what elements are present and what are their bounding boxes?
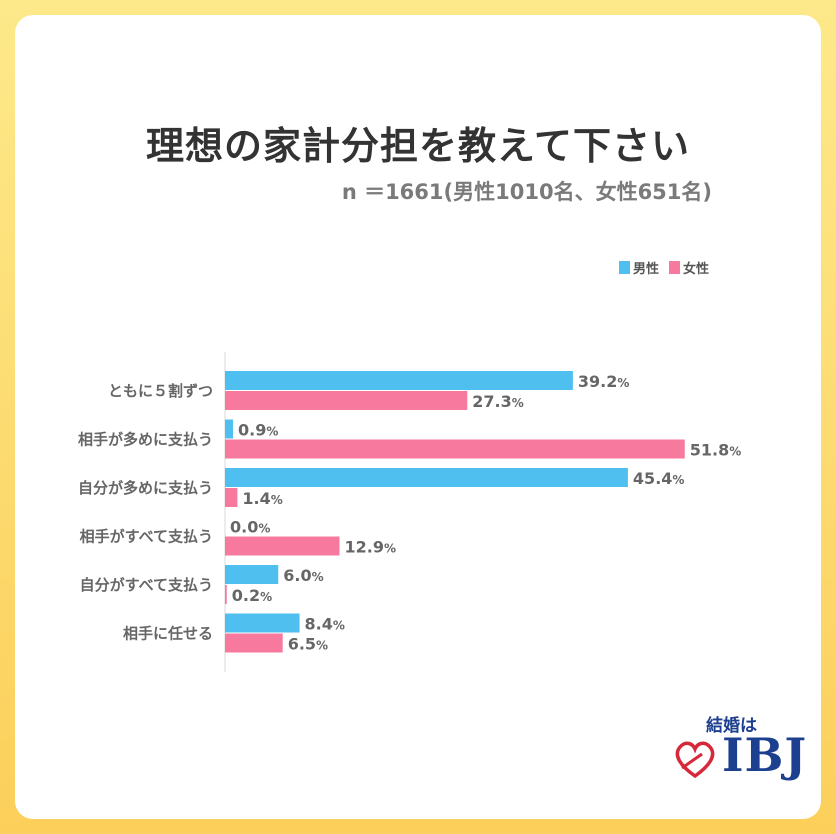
bar-male xyxy=(225,419,233,439)
category-label: ともに５割ずつ xyxy=(108,382,213,400)
bar-female xyxy=(225,391,468,410)
legend-swatch-0 xyxy=(619,261,630,274)
bar-female xyxy=(225,439,685,459)
bar-male xyxy=(225,371,573,390)
data-label: 8.4% xyxy=(305,615,345,634)
data-label: 6.5% xyxy=(288,635,328,654)
chart-card xyxy=(15,15,821,819)
bar-female xyxy=(225,633,283,653)
data-label: 45.4% xyxy=(633,469,685,488)
category-label: 相手に任せる xyxy=(123,625,213,643)
legend-label-0: 男性 xyxy=(633,261,659,277)
data-label: 12.9% xyxy=(344,538,396,557)
chart-title: 理想の家計分担を教えて下さい xyxy=(145,124,691,168)
data-label: 39.2% xyxy=(578,372,630,391)
logo-brand: IBJ xyxy=(722,728,808,782)
data-label: 27.3% xyxy=(472,392,524,411)
data-label: 0.9% xyxy=(238,421,278,440)
category-label: 相手がすべて支払う xyxy=(80,528,213,546)
data-label: 51.8% xyxy=(690,441,742,460)
data-label: 0.0% xyxy=(230,518,270,537)
bar-male xyxy=(225,565,279,584)
data-label: 0.2% xyxy=(232,586,272,605)
bar-male xyxy=(225,468,628,487)
legend-label-1: 女性 xyxy=(683,261,709,277)
bar-female xyxy=(225,536,340,556)
category-label: 自分が多めに支払う xyxy=(78,479,213,497)
bar-female xyxy=(225,585,227,604)
heart-outline-icon xyxy=(675,741,715,779)
bar-male xyxy=(225,613,300,633)
data-label: 6.0% xyxy=(283,566,323,585)
category-label: 自分がすべて支払う xyxy=(80,576,213,594)
category-label: 相手が多めに支払う xyxy=(78,431,213,449)
logo-tagline: 結婚は xyxy=(706,716,757,736)
data-label: 1.4% xyxy=(242,489,282,508)
bar-female xyxy=(225,488,238,507)
chart-subtitle: n ＝1661(男性1010名、女性651名) xyxy=(341,180,712,204)
legend-swatch-1 xyxy=(669,261,680,274)
